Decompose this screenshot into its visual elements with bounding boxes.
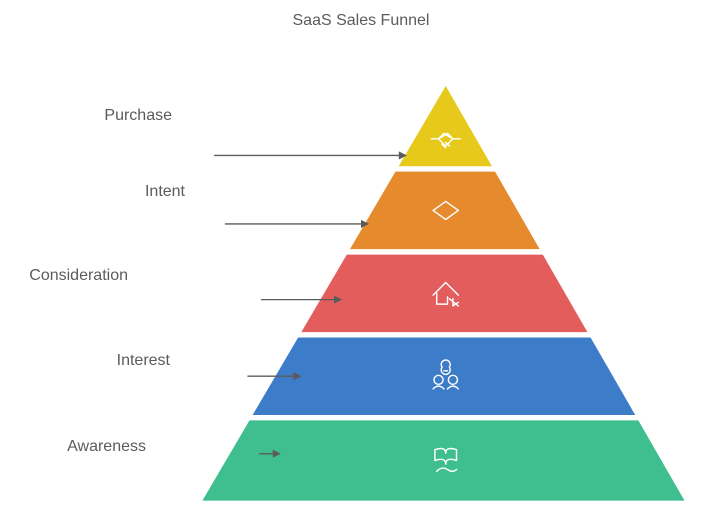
pyramid-level-consideration	[301, 255, 587, 333]
pyramid-level-purchase	[399, 86, 492, 166]
label-intent: Intent	[145, 183, 185, 201]
label-interest: Interest	[117, 352, 170, 370]
label-purchase: Purchase	[104, 107, 172, 125]
chart-title: SaaS Sales Funnel	[0, 12, 722, 30]
pyramid-level-interest	[253, 337, 636, 415]
label-awareness: Awareness	[67, 438, 146, 456]
pyramid-level-intent	[350, 172, 540, 250]
label-consideration: Consideration	[29, 267, 128, 285]
